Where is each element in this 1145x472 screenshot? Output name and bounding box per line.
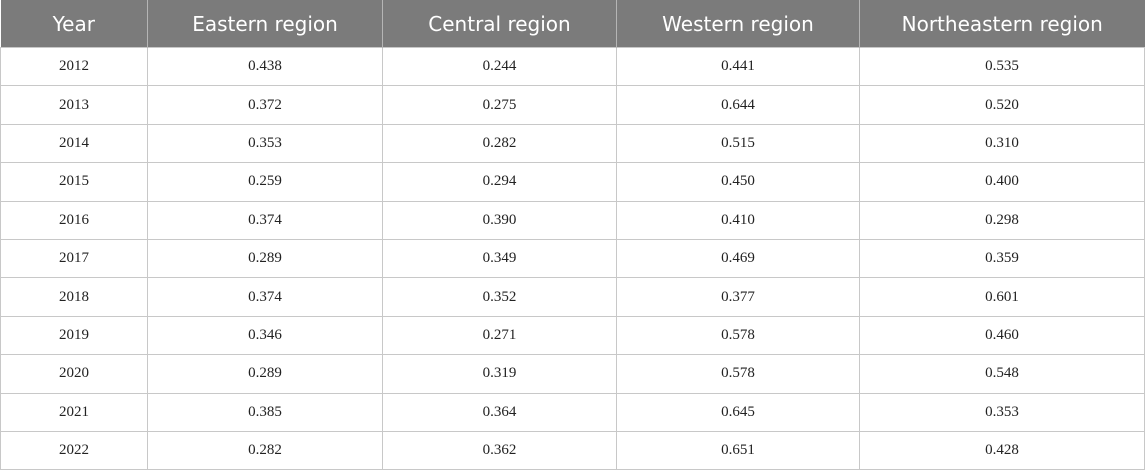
northeastern-region-cell: 0.548 [859,354,1145,394]
western-region-cell: 0.578 [616,315,860,356]
western-region-cell: 0.377 [616,277,860,317]
eastern-region-cell: 0.374 [147,277,383,317]
table-row: 2019 0.346 0.271 0.578 0.460 [0,315,1145,356]
western-region-cell: 0.410 [616,200,860,240]
eastern-region-cell: 0.374 [147,200,383,240]
northeastern-region-cell: 0.353 [859,392,1145,432]
table-body: 2012 0.438 0.244 0.441 0.535 2013 0.372 0.275 0.… [0,46,1145,471]
table-row: 2021 0.385 0.364 0.645 0.353 [0,392,1145,432]
eastern-region-cell: 0.289 [147,238,383,279]
northeastern-region-cell: 0.400 [859,162,1145,202]
year-cell: 2016 [0,200,148,240]
western-region-cell: 0.441 [616,46,860,87]
central-region-cell: 0.390 [382,200,617,240]
table-row: 2013 0.372 0.275 0.644 0.520 [0,85,1145,125]
eastern-region-cell: 0.282 [147,430,383,471]
header-northeastern-region: Northeastern region [859,0,1145,48]
northeastern-region-cell: 0.601 [859,277,1145,317]
year-cell: 2022 [0,430,148,471]
header-central-region: Central region [382,0,617,48]
table-header: Year Eastern region Central region Weste… [0,0,1145,48]
eastern-region-cell: 0.438 [147,46,383,87]
header-eastern-region: Eastern region [147,0,383,48]
eastern-region-cell: 0.289 [147,354,383,394]
header-western-region: Western region [616,0,860,48]
year-cell: 2021 [0,392,148,432]
western-region-cell: 0.644 [616,85,860,125]
central-region-cell: 0.244 [382,46,617,87]
central-region-cell: 0.352 [382,277,617,317]
table-row: 2015 0.259 0.294 0.450 0.400 [0,162,1145,202]
eastern-region-cell: 0.259 [147,162,383,202]
table-row: 2017 0.289 0.349 0.469 0.359 [0,238,1145,279]
western-region-cell: 0.515 [616,123,860,164]
year-cell: 2020 [0,354,148,394]
year-cell: 2019 [0,315,148,356]
year-cell: 2018 [0,277,148,317]
header-row: Year Eastern region Central region Weste… [0,0,1145,48]
table-row: 2022 0.282 0.362 0.651 0.428 [0,430,1145,471]
central-region-cell: 0.319 [382,354,617,394]
northeastern-region-cell: 0.535 [859,46,1145,87]
northeastern-region-cell: 0.298 [859,200,1145,240]
table-row: 2014 0.353 0.282 0.515 0.310 [0,123,1145,164]
central-region-cell: 0.362 [382,430,617,471]
western-region-cell: 0.645 [616,392,860,432]
table-row: 2018 0.374 0.352 0.377 0.601 [0,277,1145,317]
year-cell: 2013 [0,85,148,125]
western-region-cell: 0.651 [616,430,860,471]
eastern-region-cell: 0.353 [147,123,383,164]
western-region-cell: 0.469 [616,238,860,279]
table-row: 2020 0.289 0.319 0.578 0.548 [0,354,1145,394]
central-region-cell: 0.275 [382,85,617,125]
central-region-cell: 0.349 [382,238,617,279]
table-row: 2016 0.374 0.390 0.410 0.298 [0,200,1145,240]
year-cell: 2015 [0,162,148,202]
northeastern-region-cell: 0.359 [859,238,1145,279]
eastern-region-cell: 0.372 [147,85,383,125]
northeastern-region-cell: 0.310 [859,123,1145,164]
year-cell: 2012 [0,46,148,87]
northeastern-region-cell: 0.520 [859,85,1145,125]
western-region-cell: 0.578 [616,354,860,394]
central-region-cell: 0.294 [382,162,617,202]
northeastern-region-cell: 0.460 [859,315,1145,356]
central-region-cell: 0.364 [382,392,617,432]
eastern-region-cell: 0.346 [147,315,383,356]
northeastern-region-cell: 0.428 [859,430,1145,471]
year-cell: 2017 [0,238,148,279]
eastern-region-cell: 0.385 [147,392,383,432]
header-year: Year [0,0,148,48]
central-region-cell: 0.282 [382,123,617,164]
year-cell: 2014 [0,123,148,164]
table-row: 2012 0.438 0.244 0.441 0.535 [0,46,1145,87]
central-region-cell: 0.271 [382,315,617,356]
western-region-cell: 0.450 [616,162,860,202]
